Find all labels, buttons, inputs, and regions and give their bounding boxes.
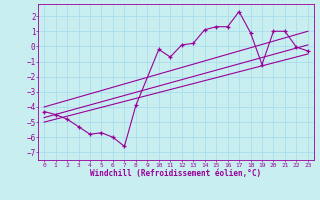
X-axis label: Windchill (Refroidissement éolien,°C): Windchill (Refroidissement éolien,°C) bbox=[91, 169, 261, 178]
